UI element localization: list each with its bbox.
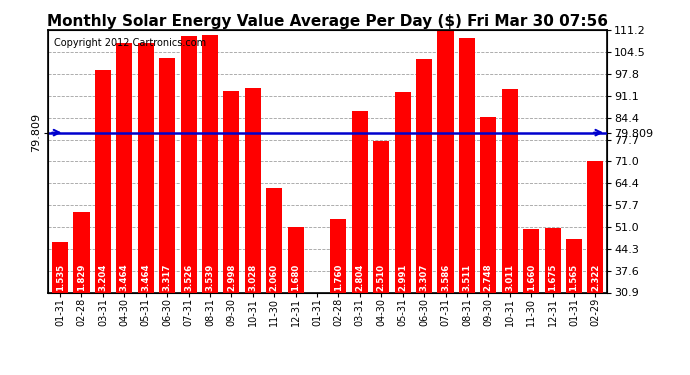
Bar xyxy=(245,88,261,292)
Bar xyxy=(73,212,90,292)
Bar xyxy=(395,92,411,292)
Bar xyxy=(373,141,389,292)
Bar xyxy=(544,228,560,292)
Bar xyxy=(502,90,518,292)
Bar xyxy=(480,117,496,292)
Text: 1.680: 1.680 xyxy=(291,264,300,291)
Text: 1.675: 1.675 xyxy=(548,264,557,291)
Text: 1.660: 1.660 xyxy=(526,264,535,291)
Text: 1.565: 1.565 xyxy=(569,264,578,291)
Bar xyxy=(138,43,154,292)
Text: 3.204: 3.204 xyxy=(99,264,108,291)
Bar xyxy=(266,188,282,292)
Text: 2.998: 2.998 xyxy=(227,264,236,291)
Bar xyxy=(52,242,68,292)
Text: 3.028: 3.028 xyxy=(248,264,257,291)
Bar xyxy=(459,38,475,292)
Text: 2.804: 2.804 xyxy=(355,264,364,291)
Text: 2.991: 2.991 xyxy=(398,264,407,291)
Bar xyxy=(224,91,239,292)
Text: 3.526: 3.526 xyxy=(184,264,193,291)
Text: 1.048: 1.048 xyxy=(313,264,322,291)
Text: 2.748: 2.748 xyxy=(484,263,493,291)
Text: Copyright 2012 Cartronics.com: Copyright 2012 Cartronics.com xyxy=(54,38,206,48)
Bar xyxy=(202,35,218,292)
Text: 3.011: 3.011 xyxy=(505,264,514,291)
Text: 1.829: 1.829 xyxy=(77,264,86,291)
Bar xyxy=(159,58,175,292)
Text: 3.539: 3.539 xyxy=(206,264,215,291)
Bar xyxy=(437,30,453,292)
Text: 1.760: 1.760 xyxy=(334,264,343,291)
Text: 3.307: 3.307 xyxy=(420,264,428,291)
Text: 3.586: 3.586 xyxy=(441,264,450,291)
Bar xyxy=(117,43,132,292)
Bar xyxy=(566,239,582,292)
Bar xyxy=(181,36,197,292)
Text: 3.317: 3.317 xyxy=(163,263,172,291)
Title: Monthly Solar Energy Value Average Per Day ($) Fri Mar 30 07:56: Monthly Solar Energy Value Average Per D… xyxy=(47,14,609,29)
Bar xyxy=(288,227,304,292)
Text: 3.511: 3.511 xyxy=(462,264,471,291)
Text: 1.535: 1.535 xyxy=(56,264,65,291)
Text: 2.322: 2.322 xyxy=(591,264,600,291)
Bar xyxy=(95,69,111,292)
Bar xyxy=(587,161,604,292)
Bar xyxy=(416,59,432,292)
Text: 3.464: 3.464 xyxy=(120,263,129,291)
Bar xyxy=(331,219,346,292)
Bar xyxy=(352,111,368,292)
Text: 2.510: 2.510 xyxy=(377,264,386,291)
Text: 2.060: 2.060 xyxy=(270,264,279,291)
Bar xyxy=(523,229,539,292)
Text: 3.464: 3.464 xyxy=(141,263,150,291)
